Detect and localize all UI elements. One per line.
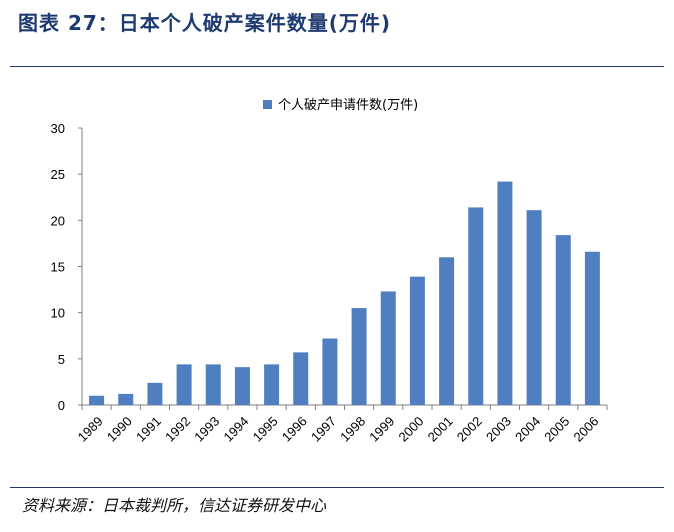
x-tick-label: 1993 [191,414,222,445]
x-tick-label: 1999 [366,414,397,445]
bar-1994 [234,367,250,405]
x-tick-label: 1989 [75,414,106,445]
y-tick-label: 0 [58,398,65,413]
bar-1998 [351,308,367,405]
x-tick-label: 2001 [425,414,456,445]
bar-2000 [409,276,425,405]
y-tick-label: 10 [51,306,65,321]
x-tick-label: 2000 [395,414,426,445]
x-tick-label: 2005 [541,414,572,445]
top-rule [10,66,664,67]
bar-2004 [526,210,542,405]
legend-swatch [263,100,272,109]
bar-2006 [584,251,600,405]
bar-2003 [497,181,513,405]
x-tick-label: 2003 [483,414,514,445]
bar-1992 [176,364,192,405]
x-tick-label: 1998 [337,414,368,445]
bar-1990 [118,393,134,405]
y-tick-label: 5 [58,352,65,367]
bar-1995 [264,364,280,405]
figure-title: 图表 27：日本个人破产案件数量(万件) [18,11,392,35]
bottom-rule [10,487,664,488]
y-tick-label: 15 [51,260,65,275]
bar-2002 [468,207,484,405]
y-axis: 0 5 10 15 20 25 30 [51,121,83,413]
bar-1989 [89,395,105,405]
y-tick-label: 20 [51,213,65,228]
x-tick-label: 2006 [570,414,601,445]
bar-2001 [439,257,455,405]
bar-1993 [205,364,221,405]
bars [89,181,600,405]
x-tick-label: 1990 [104,414,135,445]
x-tick-label: 2004 [512,414,543,445]
x-tick-label: 1992 [162,414,193,445]
x-tick-label: 2002 [454,414,485,445]
legend: 个人破产申请件数(万件) [263,98,418,113]
y-tick-label: 30 [51,121,65,136]
x-tick-label: 1991 [133,414,164,445]
x-tick-label: 1997 [308,414,339,445]
bar-1999 [380,291,396,405]
bar-1991 [147,382,163,405]
x-axis: 1989199019911992199319941995199619971998… [75,404,608,445]
bar-1997 [322,338,338,405]
x-tick-label: 1994 [220,414,251,445]
legend-label: 个人破产申请件数(万件) [278,98,418,113]
x-tick-label: 1995 [250,414,281,445]
y-tick-label: 25 [51,167,65,182]
bar-1996 [293,352,309,405]
x-tick-label: 1996 [279,414,310,445]
source-note: 资料来源：日本裁判所，信达证券研发中心 [22,496,327,515]
bar-2005 [555,235,571,405]
